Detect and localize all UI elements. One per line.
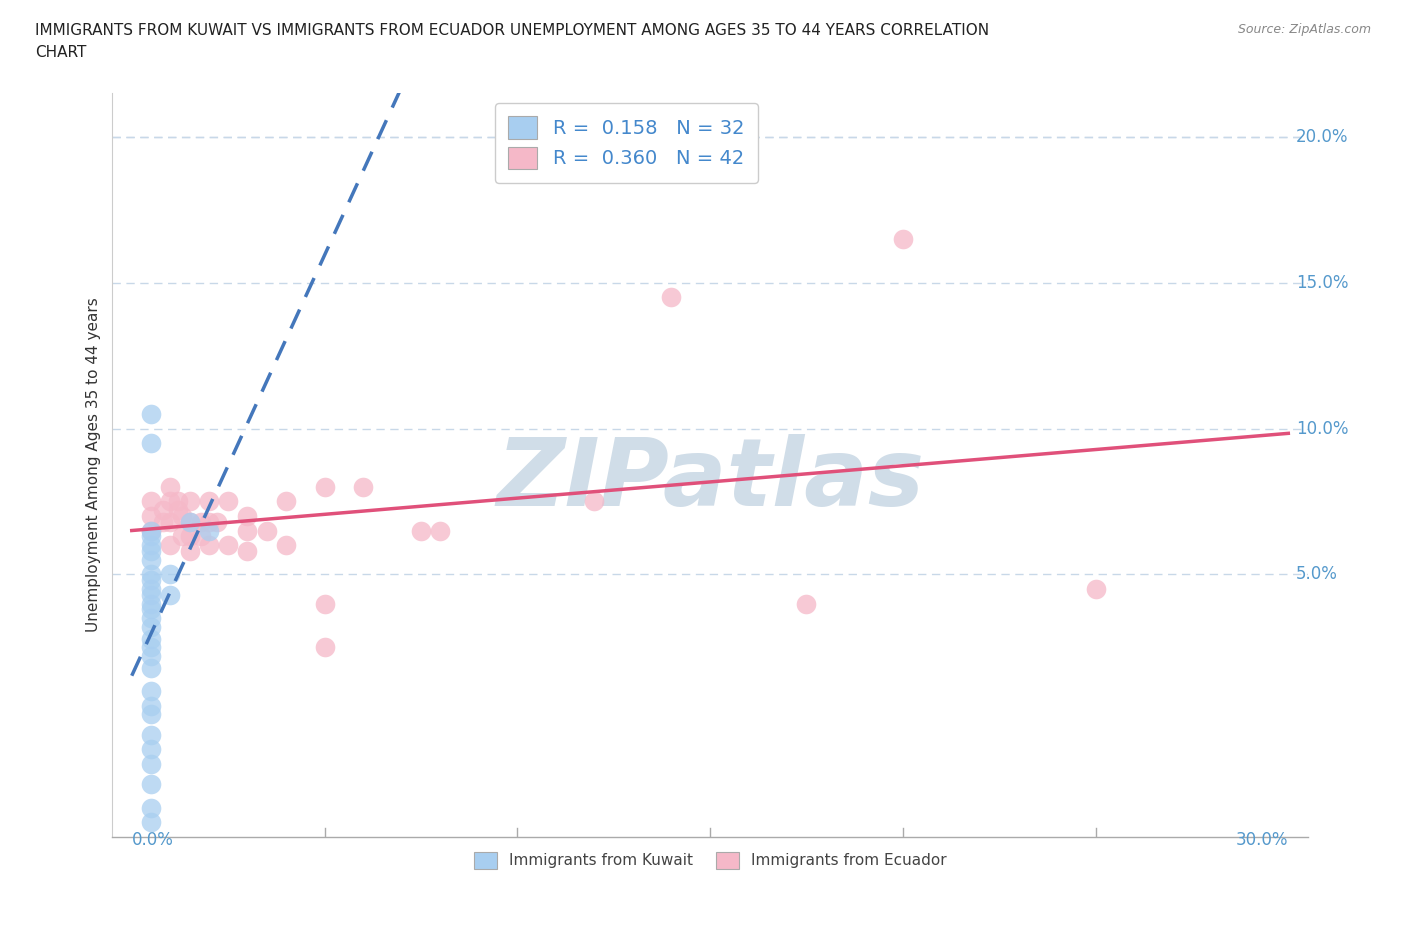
Point — [159, 538, 181, 552]
Text: 30.0%: 30.0% — [1236, 831, 1288, 849]
Point — [891, 232, 914, 246]
Point — [139, 631, 162, 646]
Point — [409, 524, 432, 538]
Point — [159, 588, 181, 603]
Point — [139, 538, 162, 552]
Point — [139, 707, 162, 722]
Point — [179, 529, 201, 544]
Point — [198, 494, 221, 509]
Point — [139, 552, 162, 567]
Point — [179, 514, 201, 529]
Point — [256, 524, 278, 538]
Point — [167, 503, 190, 518]
Point — [159, 514, 181, 529]
Point — [1084, 581, 1107, 596]
Legend: Immigrants from Kuwait, Immigrants from Ecuador: Immigrants from Kuwait, Immigrants from … — [464, 843, 956, 878]
Point — [236, 524, 259, 538]
Point — [139, 815, 162, 830]
Text: 10.0%: 10.0% — [1296, 419, 1348, 437]
Point — [190, 529, 212, 544]
Point — [139, 698, 162, 713]
Point — [205, 514, 228, 529]
Point — [159, 480, 181, 495]
Point — [139, 596, 162, 611]
Point — [198, 538, 221, 552]
Point — [152, 514, 174, 529]
Point — [139, 524, 162, 538]
Point — [179, 494, 201, 509]
Point — [139, 435, 162, 450]
Point — [179, 544, 201, 559]
Point — [198, 514, 221, 529]
Point — [352, 480, 374, 495]
Point — [190, 514, 212, 529]
Point — [139, 581, 162, 596]
Point — [796, 596, 818, 611]
Point — [139, 406, 162, 421]
Point — [152, 503, 174, 518]
Point — [139, 727, 162, 742]
Point — [170, 509, 193, 524]
Point — [139, 567, 162, 582]
Point — [274, 494, 297, 509]
Point — [236, 509, 259, 524]
Point — [139, 801, 162, 816]
Point — [139, 619, 162, 634]
Text: 0.0%: 0.0% — [132, 831, 173, 849]
Point — [159, 494, 181, 509]
Point — [139, 757, 162, 772]
Point — [139, 509, 162, 524]
Y-axis label: Unemployment Among Ages 35 to 44 years: Unemployment Among Ages 35 to 44 years — [86, 298, 101, 632]
Point — [179, 514, 201, 529]
Point — [429, 524, 451, 538]
Point — [139, 602, 162, 617]
Point — [139, 777, 162, 792]
Point — [217, 538, 239, 552]
Point — [139, 640, 162, 655]
Text: CHART: CHART — [35, 45, 87, 60]
Point — [661, 290, 683, 305]
Text: 20.0%: 20.0% — [1296, 127, 1348, 146]
Point — [167, 494, 190, 509]
Text: 5.0%: 5.0% — [1296, 565, 1339, 583]
Point — [139, 588, 162, 603]
Text: IMMIGRANTS FROM KUWAIT VS IMMIGRANTS FROM ECUADOR UNEMPLOYMENT AMONG AGES 35 TO : IMMIGRANTS FROM KUWAIT VS IMMIGRANTS FRO… — [35, 23, 990, 38]
Text: 15.0%: 15.0% — [1296, 273, 1348, 292]
Point — [139, 611, 162, 626]
Point — [139, 660, 162, 675]
Point — [139, 529, 162, 544]
Point — [236, 544, 259, 559]
Text: ZIPatlas: ZIPatlas — [496, 434, 924, 525]
Point — [314, 640, 336, 655]
Point — [139, 684, 162, 698]
Point — [170, 529, 193, 544]
Point — [139, 524, 162, 538]
Point — [198, 524, 221, 538]
Point — [139, 742, 162, 757]
Text: Source: ZipAtlas.com: Source: ZipAtlas.com — [1237, 23, 1371, 36]
Point — [314, 596, 336, 611]
Point — [583, 494, 606, 509]
Point — [139, 648, 162, 663]
Point — [217, 494, 239, 509]
Point — [139, 494, 162, 509]
Point — [314, 480, 336, 495]
Point — [139, 544, 162, 559]
Point — [274, 538, 297, 552]
Point — [159, 567, 181, 582]
Point — [139, 573, 162, 588]
